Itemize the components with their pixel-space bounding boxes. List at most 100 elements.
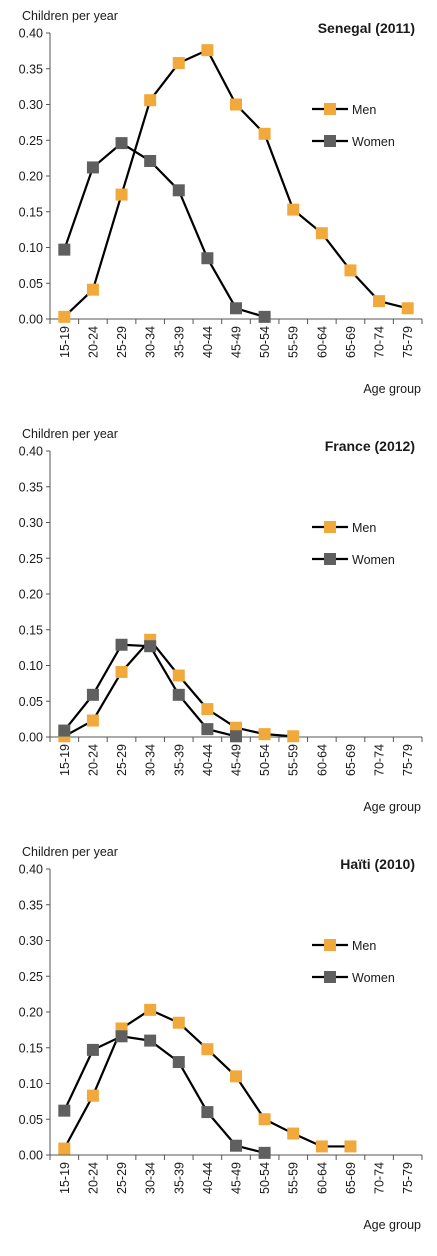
series-women bbox=[58, 137, 271, 323]
data-point-men-50-54 bbox=[258, 728, 271, 741]
legend-item-women: Women bbox=[312, 135, 395, 149]
x-tick-label: 55-59 bbox=[287, 1162, 301, 1194]
x-tick-label: 35-39 bbox=[172, 744, 186, 776]
y-tick-label: 0.35 bbox=[19, 480, 43, 494]
legend-marker bbox=[324, 553, 336, 565]
series-men bbox=[58, 1003, 357, 1155]
data-point-men-65-69 bbox=[344, 1140, 357, 1153]
data-point-men-35-39 bbox=[172, 669, 185, 682]
x-tick-label: 50-54 bbox=[258, 744, 272, 776]
legend-label: Men bbox=[352, 103, 376, 117]
data-point-women-45-49 bbox=[230, 302, 242, 315]
chart-panel-3: Children per year Haïti (2010) 0.00 0.05 0.1… bbox=[19, 845, 423, 1232]
data-point-men-15-19 bbox=[58, 310, 71, 323]
data-point-women-20-24 bbox=[86, 1043, 99, 1056]
data-point-men-40-44 bbox=[201, 44, 214, 57]
x-tick-label: 45-49 bbox=[230, 326, 244, 358]
y-tick-label: 0.05 bbox=[19, 277, 43, 291]
data-point-women-40-44 bbox=[201, 723, 214, 736]
x-tick-label: 30-34 bbox=[144, 744, 158, 776]
x-tick-label: 60-64 bbox=[315, 326, 329, 358]
data-point-men-40-44 bbox=[201, 703, 214, 716]
y-tick-label: 0.40 bbox=[19, 27, 43, 41]
data-point-men-70-74 bbox=[373, 295, 386, 308]
x-tick-label: 70-74 bbox=[373, 744, 387, 776]
y-tick-label: 0.10 bbox=[19, 241, 43, 255]
data-point-men-35-39 bbox=[172, 1016, 185, 1029]
x-tick-label: 35-39 bbox=[172, 326, 186, 358]
x-tick-label: 55-59 bbox=[287, 326, 301, 358]
data-point-women-25-29 bbox=[115, 137, 128, 150]
y-tick-label: 0.10 bbox=[19, 1077, 43, 1091]
y-tick-label: 0.40 bbox=[19, 863, 43, 877]
x-tick-label: 50-54 bbox=[258, 1162, 272, 1194]
data-point-men-65-69 bbox=[344, 264, 357, 277]
y-tick-label: 0.00 bbox=[19, 1149, 43, 1163]
x-tick-label: 65-69 bbox=[344, 744, 358, 776]
data-point-women-30-34 bbox=[144, 640, 157, 653]
x-tick-label: 25-29 bbox=[115, 744, 129, 776]
y-tick-label: 0.30 bbox=[19, 98, 43, 112]
y-tick-label: 0.25 bbox=[19, 970, 43, 984]
x-axis-label: Age group bbox=[363, 1218, 421, 1232]
y-tick-label: 0.25 bbox=[19, 552, 43, 566]
x-tick-label: 30-34 bbox=[144, 326, 158, 358]
data-point-men-55-59 bbox=[287, 1127, 300, 1140]
data-point-men-45-49 bbox=[230, 1070, 242, 1083]
legend-marker bbox=[324, 521, 336, 533]
y-tick-label: 0.25 bbox=[19, 134, 43, 148]
x-tick-label: 40-44 bbox=[201, 1162, 215, 1194]
data-point-women-45-49 bbox=[230, 730, 242, 743]
legend-label: Women bbox=[352, 135, 395, 149]
legend-item-men: Men bbox=[312, 103, 376, 117]
series-line-men bbox=[63, 1008, 351, 1150]
data-point-men-25-29 bbox=[115, 665, 128, 678]
data-point-women-40-44 bbox=[201, 1106, 214, 1119]
legend-item-women: Women bbox=[312, 971, 395, 985]
legend-marker bbox=[324, 103, 336, 115]
x-tick-label: 60-64 bbox=[315, 744, 329, 776]
x-tick-label: 15-19 bbox=[58, 326, 72, 358]
data-point-women-50-54 bbox=[258, 310, 271, 323]
data-point-men-45-49 bbox=[230, 98, 242, 111]
chart-title: Haïti (2010) bbox=[340, 856, 415, 872]
data-point-men-25-29 bbox=[115, 188, 128, 201]
data-point-women-20-24 bbox=[86, 161, 99, 174]
x-tick-label: 70-74 bbox=[373, 1162, 387, 1194]
y-tick-label: 0.40 bbox=[19, 445, 43, 459]
series-men bbox=[58, 633, 300, 743]
y-tick-label: 0.15 bbox=[19, 1041, 43, 1055]
y-tick-label: 0.10 bbox=[19, 659, 43, 673]
x-tick-label: 60-64 bbox=[315, 1162, 329, 1194]
y-tick-label: 0.35 bbox=[19, 62, 43, 76]
y-tick-label: 0.20 bbox=[19, 588, 43, 602]
x-tick-label: 75-79 bbox=[401, 1162, 415, 1194]
data-point-women-30-34 bbox=[144, 154, 157, 167]
x-tick-label: 75-79 bbox=[401, 744, 415, 776]
x-tick-label: 15-19 bbox=[58, 1162, 72, 1194]
y-tick-label: 0.20 bbox=[19, 1006, 43, 1020]
x-tick-label: 20-24 bbox=[86, 1162, 100, 1194]
x-tick-label: 40-44 bbox=[201, 326, 215, 358]
data-point-women-15-19 bbox=[58, 243, 71, 256]
data-point-men-60-64 bbox=[315, 227, 328, 240]
y-axis-label: Children per year bbox=[22, 845, 118, 859]
data-point-women-30-34 bbox=[144, 1034, 157, 1047]
data-point-men-30-34 bbox=[144, 94, 157, 107]
legend-label: Women bbox=[352, 971, 395, 985]
y-tick-label: 0.05 bbox=[19, 1113, 43, 1127]
legend-item-men: Men bbox=[312, 939, 376, 953]
x-tick-label: 45-49 bbox=[230, 744, 244, 776]
x-tick-label: 50-54 bbox=[258, 326, 272, 358]
data-point-women-15-19 bbox=[58, 724, 71, 737]
y-tick-label: 0.20 bbox=[19, 170, 43, 184]
x-tick-label: 70-74 bbox=[373, 326, 387, 358]
series-women bbox=[58, 638, 242, 743]
y-axis-label: Children per year bbox=[22, 427, 118, 441]
x-tick-label: 75-79 bbox=[401, 326, 415, 358]
legend-marker bbox=[324, 939, 336, 951]
data-point-women-35-39 bbox=[172, 184, 185, 197]
data-point-women-45-49 bbox=[230, 1139, 242, 1152]
data-point-women-50-54 bbox=[258, 1146, 271, 1159]
